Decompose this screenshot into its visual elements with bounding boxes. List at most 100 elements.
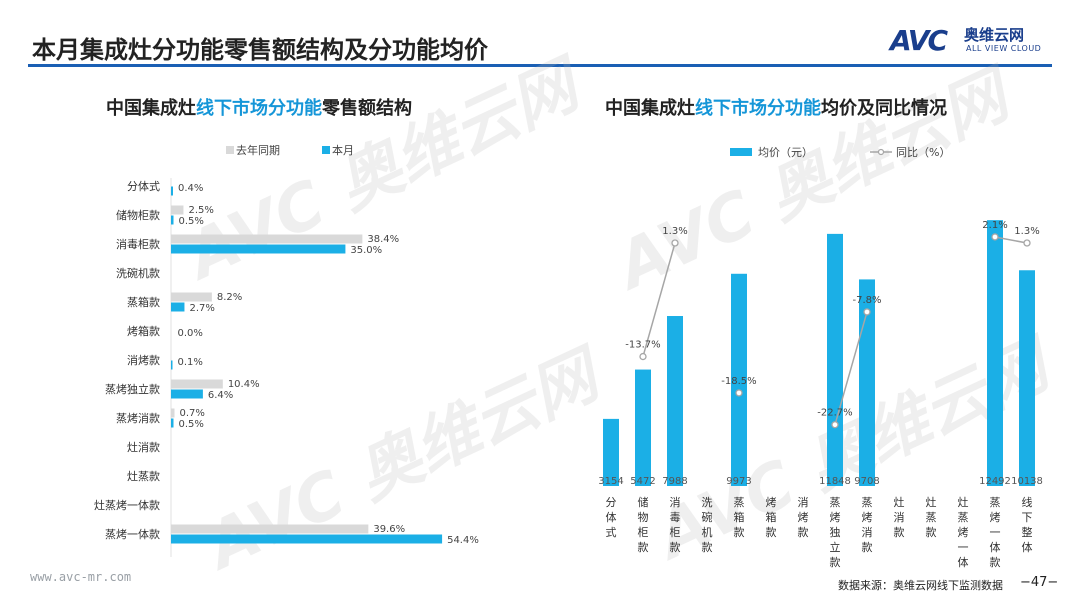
price-bar [731,273,747,486]
avc-logo: AVC 奥维云网 ALL VIEW CLOUD [890,24,1060,58]
category-label: 烤箱款 [766,495,777,539]
data-label-current: 0.1% [178,357,203,368]
header-divider [28,64,1052,67]
yoy-marker [671,239,679,247]
price-bar [603,418,619,486]
data-label-current: 0.0% [178,328,203,339]
data-label-current: 0.5% [178,419,203,430]
category-label: 储物柜款 [116,208,160,222]
page-title: 本月集成灶分功能零售额结构及分功能均价 [32,36,488,64]
category-label: 洗碗机款 [116,266,160,280]
bar-current [171,215,174,225]
yoy-label: -13.7% [625,340,660,351]
price-bar [827,233,843,486]
category-label: 烤箱款 [127,324,160,338]
bar-last-year [171,292,212,302]
category-label: 分体式 [606,496,617,539]
category-label: 蒸箱款 [734,496,745,539]
logo-cn: 奥维云网 [964,26,1025,44]
category-label: 洗碗机款 [702,496,713,554]
bar-current [171,186,173,196]
yoy-label: 1.3% [662,226,687,237]
bar-last-year [171,524,369,534]
left-title-part3: 零售额结构 [322,98,412,119]
yoy-label: -18.5% [721,376,756,387]
legend-label-price: 均价（元） [758,146,813,159]
price-label: 7988 [662,476,687,487]
bar-last-year [171,379,223,389]
left-title-highlight: 线下市场分功能 [196,98,322,119]
category-label: 灶蒸烤一体款 [958,496,969,570]
page-number: −47− [1020,575,1059,590]
legend-label-last-year: 去年同期 [236,143,280,157]
bar-last-year [171,408,175,418]
category-label: 灶消款 [127,440,160,454]
data-label-current: 35.0% [350,245,382,256]
left-title-part1: 中国集成灶 [106,98,196,119]
category-label: 储物柜款 [638,495,649,554]
category-label: 线下整体 [1022,495,1033,554]
price-label: 3154 [598,476,623,487]
data-label-last-year: 38.4% [367,234,399,245]
yoy-label: -7.8% [852,295,881,306]
right-chart-title: 中国集成灶线下市场分功能均价及同比情况 [605,94,947,120]
right-title-part1: 中国集成灶 [605,98,695,119]
bar-current [171,302,185,312]
category-label: 蒸烤消款 [862,496,873,554]
price-label: 5472 [630,476,655,487]
category-label: 蒸烤独立款 [830,496,841,569]
data-label-last-year: 10.4% [228,379,260,390]
bar-current [171,418,174,428]
legend-label-current: 本月 [332,143,354,157]
data-label-last-year: 39.6% [373,524,405,535]
footer-url[interactable]: www.avc-mr.com [30,570,132,584]
data-label-current: 2.7% [189,303,214,314]
yoy-label: 1.3% [1014,226,1039,237]
yoy-marker [1023,239,1031,247]
price-bar [635,369,651,486]
category-label: 蒸烤一体款 [105,527,160,541]
bar-current [171,360,173,370]
yoy-line-segment [642,242,676,357]
price-label: 9708 [854,476,879,487]
bar-current [171,389,203,399]
yoy-marker [639,352,647,361]
category-label: 消毒柜款 [670,495,681,554]
logo-en: ALL VIEW CLOUD [966,44,1042,53]
price-label: 11848 [819,476,851,487]
yoy-marker [991,233,999,241]
data-label-current: 0.5% [178,216,203,227]
price-label: 10138 [1011,476,1043,487]
category-label: 蒸烤独立款 [105,382,160,396]
yoy-line-segment [994,236,1028,244]
category-label: 消毒柜款 [116,237,160,251]
legend-swatch-price [730,148,752,156]
price-bar [859,279,875,486]
data-label-last-year: 8.2% [217,292,242,303]
legend-swatch-last-year [226,146,234,154]
category-label: 分体式 [127,179,160,193]
footer-source: 数据来源：奥维云网线下监测数据 [838,579,1003,592]
legend-marker-yoy [877,148,885,156]
price-bar [667,316,683,486]
data-label-current: 0.4% [178,183,203,194]
category-label: 消烤款 [798,495,809,539]
price-label: 9973 [726,476,751,487]
right-combo-chart: 均价（元） 同比（%） 3154 分体式 5472 储物柜款 7988 消毒柜款 洗碗机款 997… [598,146,1043,570]
logo-mark: AVC [890,24,948,57]
right-title-part3: 均价及同比情况 [821,98,947,119]
category-label: 消烤款 [127,353,160,367]
legend-label-yoy: 同比（%） [896,146,950,159]
yoy-marker [831,421,839,429]
category-label: 灶蒸烤一体款 [94,498,160,512]
yoy-line-segment [834,311,868,425]
data-label-current: 54.4% [447,535,479,546]
yoy-label: -22.7% [817,408,852,419]
data-label-last-year: 2.5% [188,205,213,216]
price-bar [987,220,1003,487]
yoy-marker [863,308,871,316]
bar-last-year [171,205,184,215]
bar-last-year [171,234,363,244]
price-bar [1019,270,1035,486]
